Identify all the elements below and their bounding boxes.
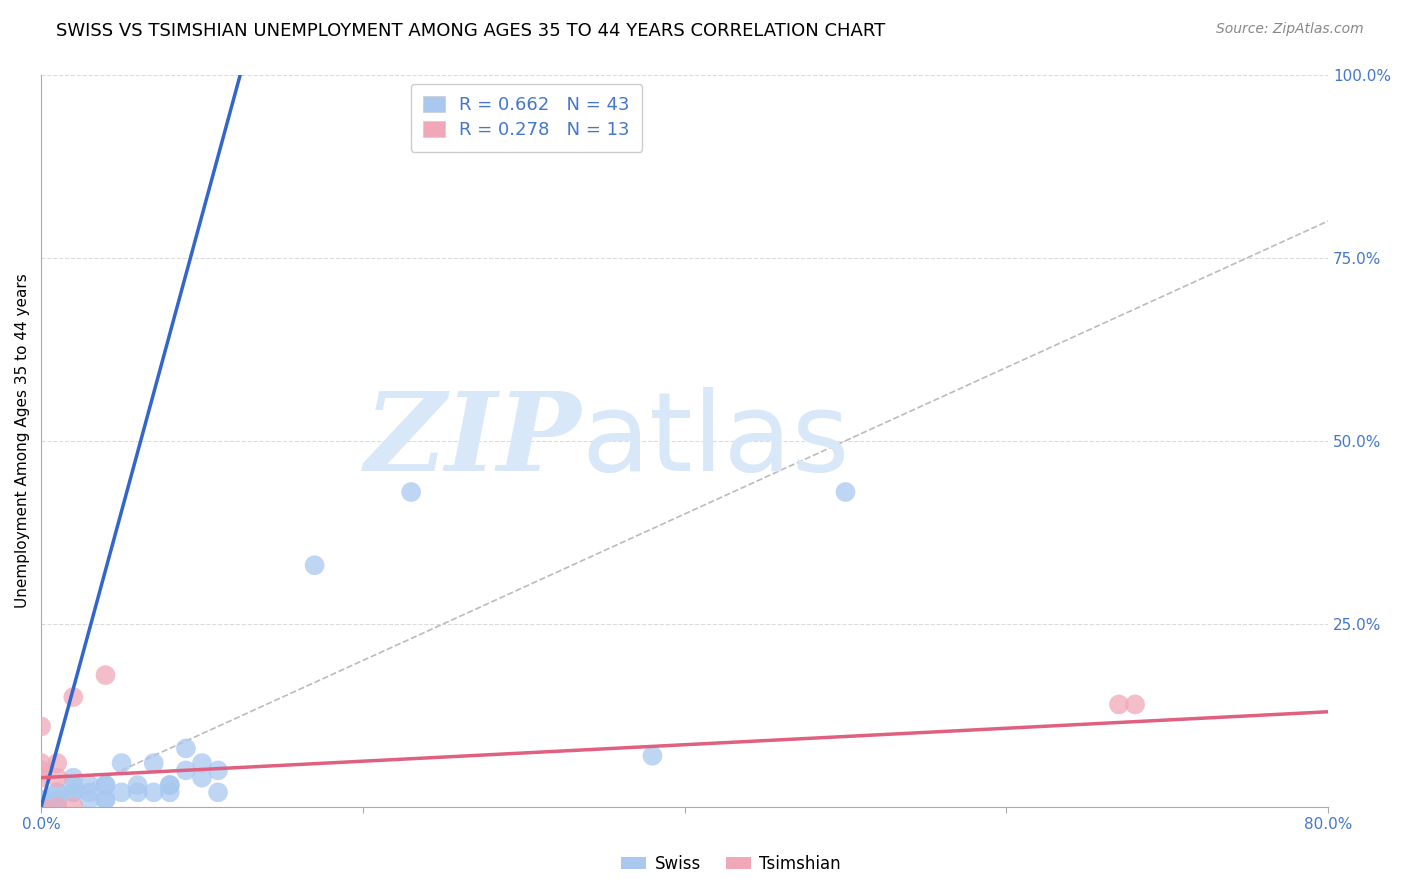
Point (62, 800, 84, 814)
Point (127, 785, 149, 799)
Point (159, 785, 181, 799)
Point (30, 800, 52, 814)
Point (399, 485, 422, 500)
Point (1123, 698, 1146, 712)
Point (46, 785, 69, 799)
Point (191, 771, 214, 785)
Point (79, 785, 101, 799)
Point (30, 792, 52, 806)
Point (641, 748, 664, 763)
Point (62, 785, 84, 799)
Point (79, 792, 101, 806)
Point (30, 800, 52, 814)
Point (62, 690, 84, 705)
Text: SWISS VS TSIMSHIAN UNEMPLOYMENT AMONG AGES 35 TO 44 YEARS CORRELATION CHART: SWISS VS TSIMSHIAN UNEMPLOYMENT AMONG AG… (56, 22, 886, 40)
Point (174, 764, 197, 778)
Text: Source: ZipAtlas.com: Source: ZipAtlas.com (1216, 22, 1364, 37)
Point (304, 558, 326, 573)
Point (30, 792, 52, 806)
Text: ZIP: ZIP (366, 387, 582, 494)
Point (46, 800, 69, 814)
Point (79, 778, 101, 792)
Point (62, 785, 84, 799)
Point (62, 778, 84, 792)
Point (834, 485, 856, 500)
Legend: Swiss, Tsimshian: Swiss, Tsimshian (614, 848, 848, 880)
Point (46, 785, 69, 799)
Point (46, 792, 69, 806)
Point (46, 756, 69, 770)
Point (94, 668, 117, 682)
Point (46, 800, 69, 814)
Point (94, 792, 117, 806)
Point (110, 756, 132, 770)
Point (207, 785, 229, 799)
Y-axis label: Unemployment Among Ages 35 to 44 years: Unemployment Among Ages 35 to 44 years (15, 273, 30, 608)
Point (94, 778, 117, 792)
Point (30, 756, 52, 770)
Point (142, 756, 165, 770)
Point (46, 771, 69, 785)
Point (30, 800, 52, 814)
Point (191, 756, 214, 770)
Point (159, 778, 181, 792)
Point (30, 764, 52, 778)
Point (46, 800, 69, 814)
Legend: R = 0.662   N = 43, R = 0.278   N = 13: R = 0.662 N = 43, R = 0.278 N = 13 (411, 84, 643, 152)
Point (94, 778, 117, 792)
Point (94, 792, 117, 806)
Point (30, 800, 52, 814)
Point (46, 792, 69, 806)
Point (110, 785, 132, 799)
Point (62, 771, 84, 785)
Point (30, 719, 52, 733)
Text: atlas: atlas (582, 387, 851, 494)
Point (142, 785, 165, 799)
Point (127, 778, 149, 792)
Point (1108, 698, 1130, 712)
Point (159, 778, 181, 792)
Point (30, 800, 52, 814)
Point (30, 771, 52, 785)
Point (46, 800, 69, 814)
Point (207, 764, 229, 778)
Point (174, 741, 197, 756)
